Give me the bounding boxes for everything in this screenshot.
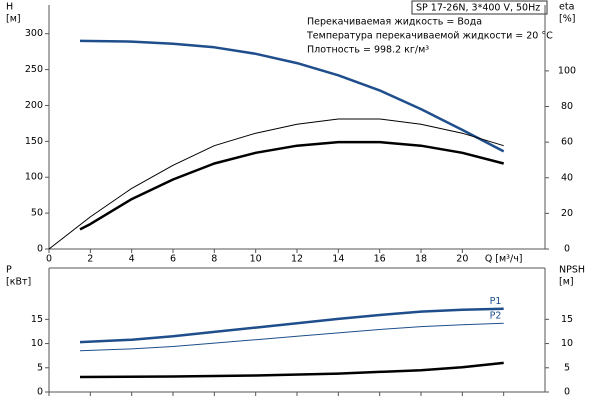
annotation: Перекачиваемая жидкость = Вода	[307, 17, 482, 28]
x-tick-label: 8	[211, 254, 217, 265]
y2-label: eta	[559, 2, 574, 13]
x-tick-label: 12	[291, 254, 303, 265]
curve	[79, 361, 504, 379]
y2-tick-label: 15	[561, 314, 573, 325]
y-tick-label: 5	[37, 362, 43, 373]
y2-tick-label: 20	[561, 208, 573, 219]
title-box	[411, 0, 548, 15]
x-tick-label: 16	[374, 254, 386, 265]
y2-tick-label: 40	[561, 172, 573, 183]
y-label: H	[6, 2, 13, 13]
curve	[79, 322, 504, 352]
x-tick-label: 20	[456, 254, 468, 265]
y-unit: [м]	[6, 14, 21, 25]
series-label: P2	[490, 311, 502, 322]
y-tick-label: 200	[25, 100, 43, 111]
annotation: Плотность = 998.2 кг/м³	[307, 45, 429, 56]
y-label: P	[6, 265, 12, 276]
x-tick-label: 10	[250, 254, 262, 265]
y-tick-label: 50	[31, 208, 43, 219]
curve	[79, 307, 504, 344]
y2-label: NPSH	[559, 265, 585, 276]
x-tick-label: 14	[332, 254, 344, 265]
curve	[79, 140, 505, 231]
y-tick-label: 15	[31, 314, 43, 325]
series-label: P1	[490, 296, 502, 307]
chart-title: SP 17-26N, 3*400 V, 50Hz	[416, 3, 540, 14]
y-tick-label: 0	[37, 244, 43, 255]
x-tick-label: 0	[46, 254, 52, 265]
y-tick-label: 0	[37, 387, 43, 398]
y-unit: [кВт]	[6, 277, 31, 288]
x-label: Q [м³/ч]	[485, 254, 523, 265]
y2-tick-label: 5	[564, 362, 570, 373]
y-tick-label: 300	[25, 28, 43, 39]
y-tick-label: 10	[31, 338, 43, 349]
y2-tick-label: 0	[564, 244, 570, 255]
y2-unit: [%]	[559, 14, 575, 25]
y2-tick-label: 60	[561, 137, 573, 148]
x-tick-label: 4	[129, 254, 135, 265]
x-tick-label: 2	[87, 254, 93, 265]
y-tick-label: 150	[25, 136, 43, 147]
curve	[79, 39, 505, 153]
y2-tick-label: 100	[558, 65, 576, 76]
y-tick-label: 250	[25, 64, 43, 75]
curve	[48, 118, 504, 250]
x-tick-label: 6	[170, 254, 176, 265]
y2-unit: [м]	[559, 277, 574, 288]
x-tick-label: 18	[415, 254, 427, 265]
y2-tick-label: 0	[564, 387, 570, 398]
y2-tick-label: 10	[561, 338, 573, 349]
y-tick-label: 100	[25, 172, 43, 183]
y2-tick-label: 80	[561, 101, 573, 112]
annotation: Температура перекачиваемой жидкости = 20…	[306, 31, 553, 42]
